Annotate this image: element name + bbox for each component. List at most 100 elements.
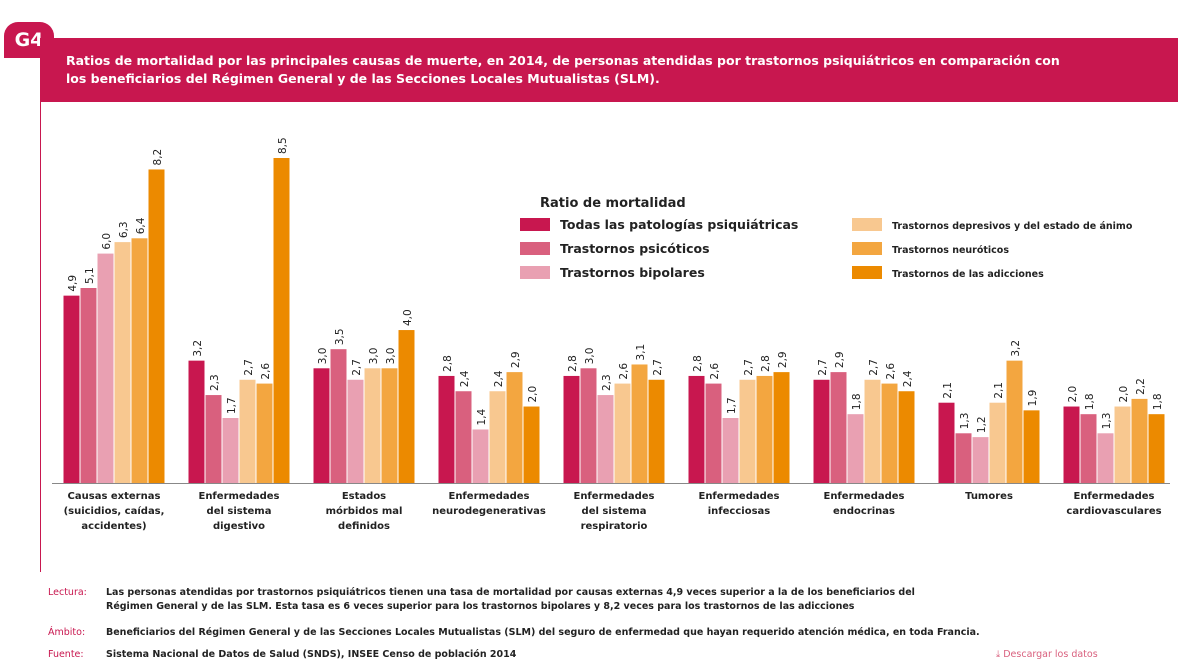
note-text: Sistema Nacional de Datos de Salud (SNDS…	[106, 649, 517, 660]
value-label: 2,2	[1135, 378, 1147, 395]
bar	[330, 349, 347, 483]
bar	[364, 368, 381, 483]
bar	[381, 368, 398, 483]
value-label: 2,7	[817, 359, 829, 376]
legend-title: Ratio de mortalidad	[540, 196, 686, 211]
value-label: 2,7	[868, 359, 880, 376]
x-tick-label: Enfermedades cardiovasculares	[1066, 491, 1162, 517]
value-label: 8,2	[152, 149, 164, 166]
bar	[1023, 410, 1040, 483]
bar	[563, 375, 580, 483]
bar	[955, 433, 972, 483]
bar	[506, 372, 523, 483]
value-label: 2,4	[493, 370, 505, 387]
value-label: 2,8	[692, 355, 704, 372]
x-tick-label: Enfermedades endocrinas	[823, 491, 905, 517]
value-label: 3,1	[635, 344, 647, 361]
value-label: 2,0	[1118, 386, 1130, 403]
bar	[580, 368, 597, 483]
bar	[881, 383, 898, 483]
bar	[239, 379, 256, 483]
value-label: 1,4	[476, 408, 488, 425]
value-label: 2,4	[902, 370, 914, 387]
bar	[148, 169, 165, 483]
bar	[631, 364, 648, 483]
value-label: 2,6	[885, 363, 897, 380]
bar	[523, 406, 540, 483]
download-link[interactable]: ⤓ Descargar los datos	[996, 649, 1098, 660]
bar	[1080, 414, 1097, 483]
bar	[898, 391, 915, 483]
chart-title: Ratios de mortalidad por las principales…	[66, 53, 1060, 86]
value-label: 2,3	[209, 374, 221, 391]
value-label: 3,0	[317, 348, 329, 365]
value-label: 1,7	[726, 397, 738, 414]
bar	[773, 372, 790, 483]
bar	[63, 295, 80, 483]
bar	[256, 383, 273, 483]
bar	[114, 242, 131, 483]
note-label: Fuente:	[48, 649, 84, 660]
bar	[1131, 398, 1148, 483]
legend-label: Trastornos neuróticos	[892, 245, 1009, 256]
value-label: 3,0	[385, 348, 397, 365]
value-label: 2,8	[442, 355, 454, 372]
value-label: 4,9	[67, 275, 79, 292]
legend-label: Trastornos depresivos y del estado de án…	[892, 221, 1133, 232]
bar	[972, 437, 989, 483]
value-label: 6,4	[135, 217, 147, 234]
download-text[interactable]: Descargar los datos	[1003, 649, 1098, 660]
value-label: 1,3	[1101, 413, 1113, 430]
bar	[597, 395, 614, 483]
bar	[313, 368, 330, 483]
value-label: 2,6	[709, 363, 721, 380]
value-label: 1,8	[1152, 393, 1164, 410]
bar	[347, 379, 364, 483]
note-label: Lectura:	[48, 587, 87, 598]
legend-label: Trastornos de las adicciones	[892, 269, 1044, 280]
x-tick-label: Estados mórbidos mal definidos	[325, 491, 403, 532]
bar	[188, 360, 205, 483]
bar	[864, 379, 881, 483]
value-label: 2,1	[942, 382, 954, 399]
bar	[1114, 406, 1131, 483]
value-label: 4,0	[402, 309, 414, 326]
bar	[648, 379, 665, 483]
bar	[756, 375, 773, 483]
value-label: 2,7	[351, 359, 363, 376]
value-label: 2,3	[601, 374, 613, 391]
bar	[97, 253, 114, 483]
bar	[830, 372, 847, 483]
value-label: 3,2	[192, 340, 204, 357]
bar	[1063, 406, 1080, 483]
legend-swatch	[852, 266, 882, 279]
value-label: 2,7	[243, 359, 255, 376]
value-label: 1,9	[1027, 390, 1039, 407]
value-label: 3,2	[1010, 340, 1022, 357]
value-label: 1,2	[976, 416, 988, 433]
bar	[1097, 433, 1114, 483]
x-tick-label: Tumores	[965, 491, 1013, 502]
value-label: 2,1	[993, 382, 1005, 399]
bar	[1006, 360, 1023, 483]
value-label: 2,9	[834, 351, 846, 368]
value-label: 3,0	[584, 348, 596, 365]
bar	[614, 383, 631, 483]
note-label: Ámbito:	[48, 627, 86, 638]
x-tick-label: Enfermedades infecciosas	[698, 491, 780, 517]
bar	[813, 379, 830, 483]
bar	[722, 418, 739, 483]
x-tick-label: Enfermedades del sistema digestivo	[198, 491, 280, 532]
value-label: 1,8	[1084, 393, 1096, 410]
value-label: 8,5	[277, 137, 289, 154]
bar	[847, 414, 864, 483]
download-icon: ⤓	[996, 649, 1004, 660]
value-label: 2,0	[1067, 386, 1079, 403]
value-label: 1,3	[959, 413, 971, 430]
bar	[489, 391, 506, 483]
note-text: Beneficiarios del Régimen General y de l…	[106, 627, 980, 638]
value-label: 2,4	[459, 370, 471, 387]
x-tick-label: Enfermedades del sistema respiratorio	[573, 491, 655, 532]
bar	[989, 402, 1006, 483]
legend-label: Trastornos psicóticos	[560, 241, 710, 256]
